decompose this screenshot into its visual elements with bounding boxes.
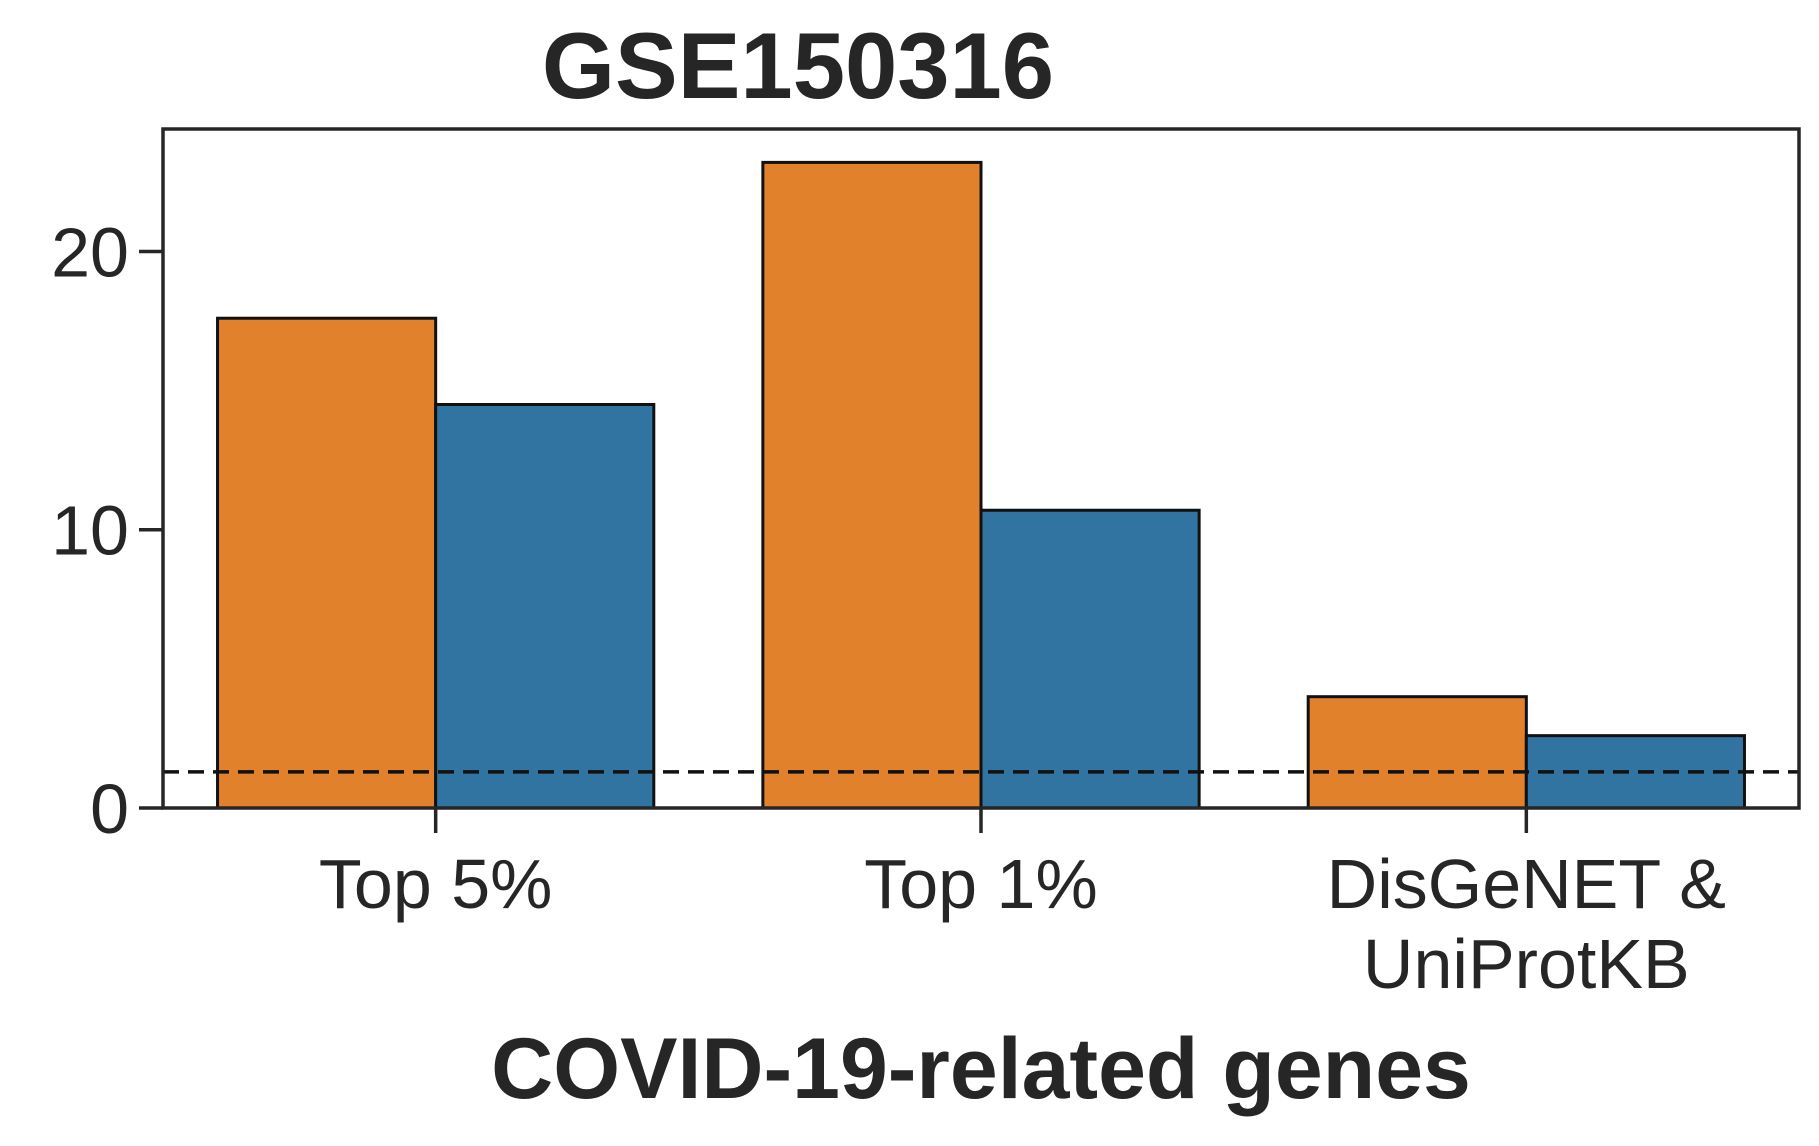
x-tick-label-line: UniProtKB — [1363, 925, 1690, 1003]
x-tick-label: Top 1% — [864, 845, 1097, 923]
x-tick-label-line: Top 5% — [319, 845, 552, 923]
x-tick-label-line: Top 1% — [864, 845, 1097, 923]
bar-1-series-1 — [216, 316, 438, 810]
y-tick-label: 10 — [51, 492, 129, 570]
bar-3-series-2 — [1524, 734, 1746, 810]
bar-2-series-1 — [761, 160, 983, 810]
y-tick-label: 0 — [90, 770, 129, 848]
x-axis-label: COVID-19-related genes — [491, 1021, 1471, 1117]
x-tick-label: DisGeNET & UniProtKB — [1327, 845, 1726, 1003]
chart-title: GSE150316 — [542, 13, 1054, 118]
x-tick-label: Top 5% — [319, 845, 552, 923]
bars-layer — [216, 160, 1746, 810]
x-axis: Top 5% Top 1% DisGeNET & UniProtKB — [319, 808, 1726, 1003]
x-tick-label-line: DisGeNET & — [1327, 845, 1726, 923]
bar-1-series-2 — [434, 402, 656, 810]
y-tick-label: 20 — [51, 213, 129, 291]
bar-3-series-1 — [1306, 695, 1528, 810]
y-axis: 0 10 20 — [51, 213, 163, 848]
bar-2-series-2 — [979, 508, 1201, 810]
